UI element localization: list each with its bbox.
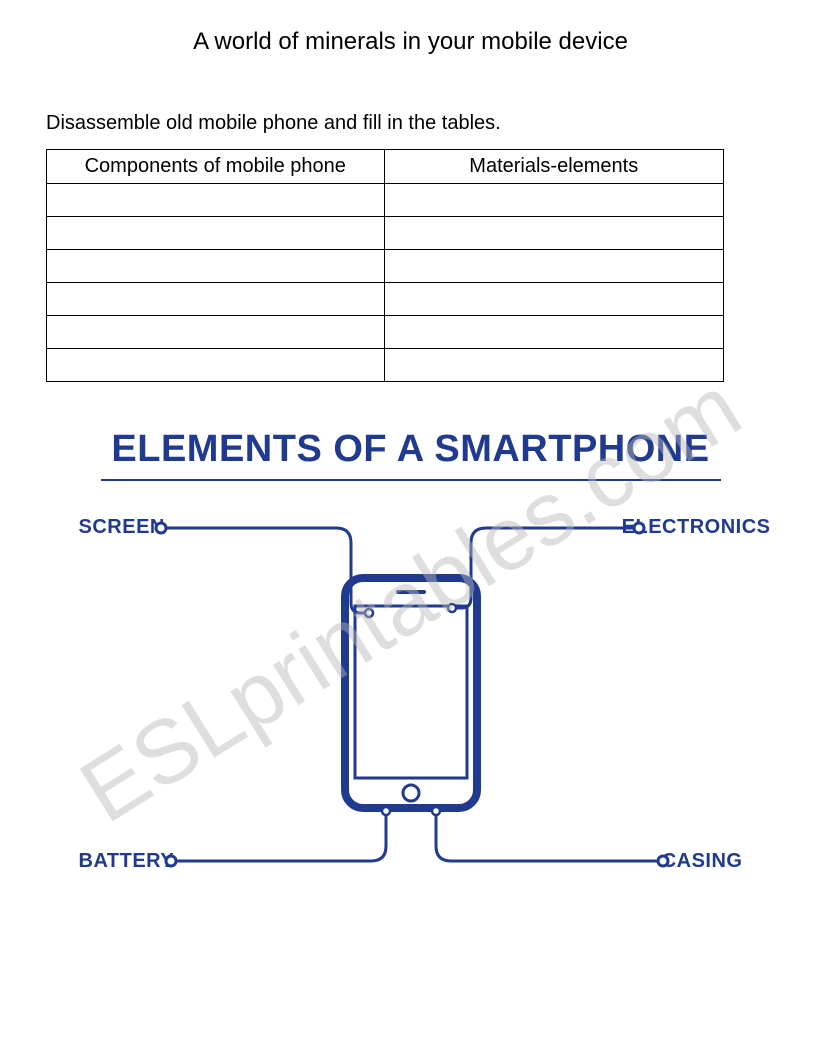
table-header-materials: Materials-elements — [384, 150, 723, 184]
cell-materials[interactable] — [384, 283, 723, 316]
cell-materials[interactable] — [384, 316, 723, 349]
node-battery-start — [166, 856, 176, 866]
connector-casing — [436, 814, 663, 861]
phone-svg — [51, 488, 771, 908]
node-casing-end — [432, 807, 440, 815]
cell-materials[interactable] — [384, 250, 723, 283]
cell-components[interactable] — [47, 250, 385, 283]
table-row — [47, 184, 724, 217]
node-electronics-start — [634, 523, 644, 533]
cell-materials[interactable] — [384, 349, 723, 382]
phone-speaker — [396, 590, 426, 594]
diagram-title: ELEMENTS OF A SMARTPHONE — [51, 428, 771, 471]
table-row — [47, 283, 724, 316]
table-row — [47, 217, 724, 250]
diagram-title-underline — [101, 479, 721, 481]
cell-components[interactable] — [47, 217, 385, 250]
cell-materials[interactable] — [384, 217, 723, 250]
node-screen-end — [365, 609, 373, 617]
cell-materials[interactable] — [384, 184, 723, 217]
node-electronics-end — [448, 604, 456, 612]
instruction-text: Disassemble old mobile phone and fill in… — [46, 112, 821, 135]
page-title: A world of minerals in your mobile devic… — [0, 0, 821, 56]
connector-battery — [171, 814, 386, 861]
connector-electronics — [455, 528, 639, 608]
node-casing-start — [658, 856, 668, 866]
table-row — [47, 250, 724, 283]
components-table: Components of mobile phone Materials-ele… — [46, 149, 724, 382]
connector-screen — [161, 528, 366, 613]
table-header-row: Components of mobile phone Materials-ele… — [47, 150, 724, 184]
smartphone-diagram: ELEMENTS OF A SMARTPHONE SCREEN ELECTRON… — [51, 428, 771, 928]
phone-screen — [355, 606, 467, 778]
node-screen-start — [156, 523, 166, 533]
cell-components[interactable] — [47, 184, 385, 217]
table-header-components: Components of mobile phone — [47, 150, 385, 184]
cell-components[interactable] — [47, 349, 385, 382]
table-row — [47, 316, 724, 349]
cell-components[interactable] — [47, 283, 385, 316]
components-table-container: Components of mobile phone Materials-ele… — [46, 149, 821, 382]
cell-components[interactable] — [47, 316, 385, 349]
phone-home-button — [403, 785, 419, 801]
table-row — [47, 349, 724, 382]
node-battery-end — [382, 807, 390, 815]
